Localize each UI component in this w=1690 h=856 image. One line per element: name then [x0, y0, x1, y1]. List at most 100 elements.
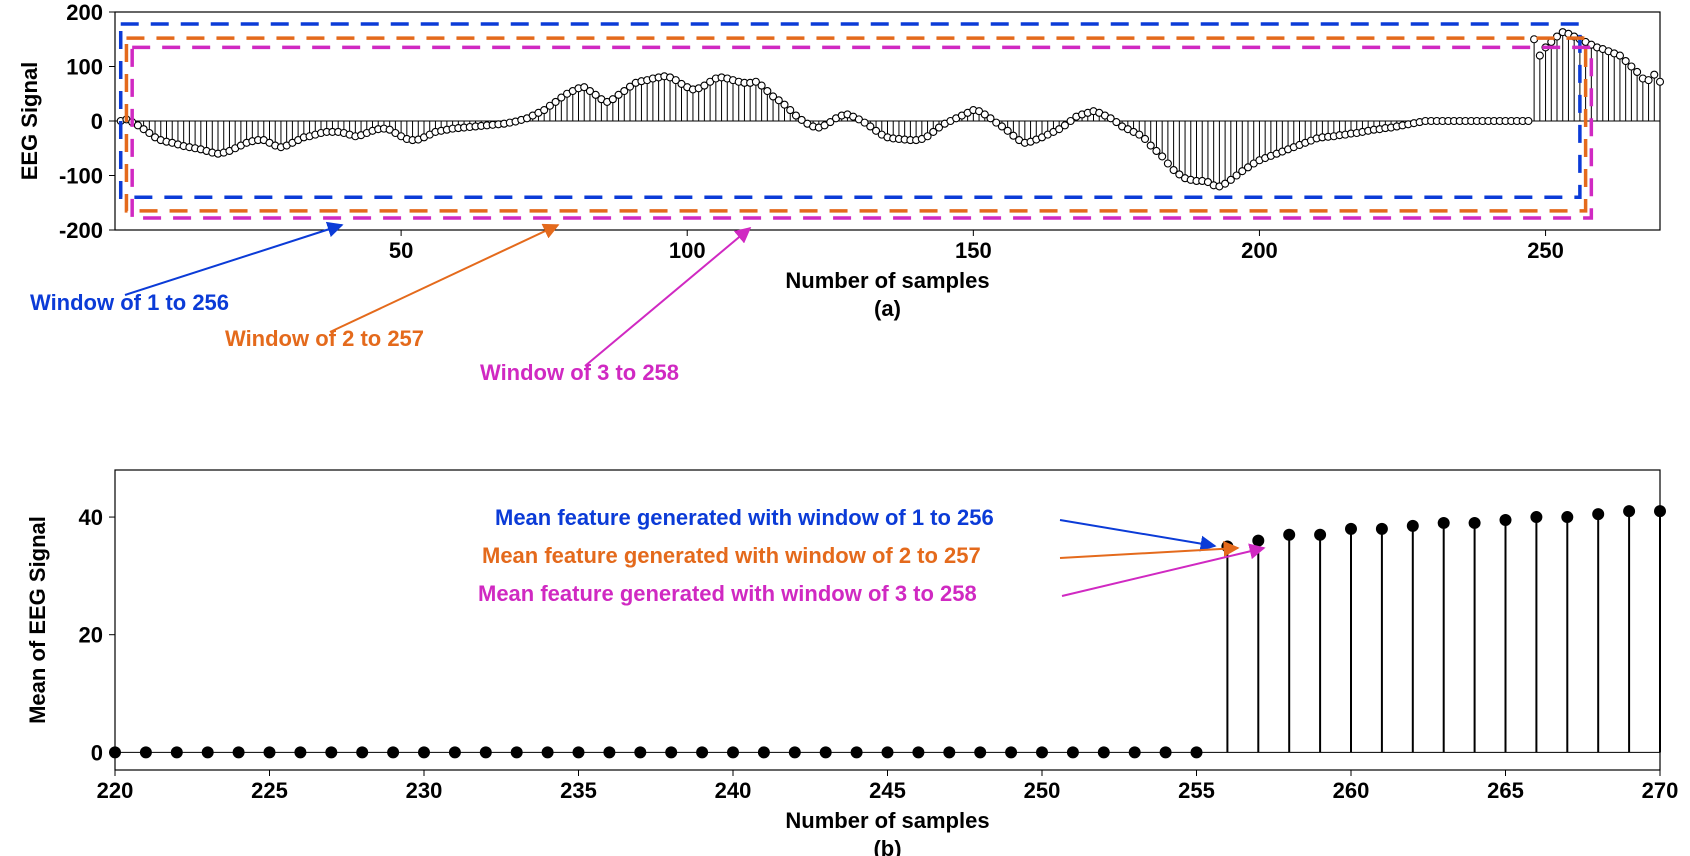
panel-a-stems — [121, 32, 1660, 186]
stem-marker — [1098, 747, 1109, 758]
stem-marker — [1634, 68, 1641, 75]
xtick-label: 235 — [560, 778, 597, 803]
stem-marker — [1645, 77, 1652, 84]
xtick-label: 250 — [1527, 238, 1564, 263]
win-1-256-box — [121, 24, 1580, 197]
stem-marker — [944, 747, 955, 758]
stem-marker — [789, 747, 800, 758]
stem-marker — [697, 747, 708, 758]
stem-marker — [357, 747, 368, 758]
stem-marker — [1164, 160, 1171, 167]
stem-marker — [1469, 517, 1480, 528]
stem-marker — [604, 747, 615, 758]
stem-marker — [1315, 529, 1326, 540]
xtick-label: 230 — [406, 778, 443, 803]
ann-2-arrow — [1060, 548, 1238, 558]
xtick-label: 220 — [97, 778, 134, 803]
ytick-label: 200 — [66, 0, 103, 25]
ann-1-arrow — [1060, 520, 1215, 546]
ytick-label: 20 — [79, 623, 103, 648]
panel-a-xlabel: Number of samples — [785, 268, 989, 293]
figure-svg: 50100150200250-200-1000100200Number of s… — [0, 0, 1690, 856]
stem-marker — [1628, 63, 1635, 70]
stem-marker — [171, 747, 182, 758]
xtick-label: 250 — [1024, 778, 1061, 803]
stem-marker — [1006, 747, 1017, 758]
win-1-256-arrow — [125, 225, 342, 295]
stem-marker — [573, 747, 584, 758]
stem-marker — [1562, 512, 1573, 523]
stem-marker — [1222, 541, 1233, 552]
stem-marker — [1191, 747, 1202, 758]
stem-marker — [764, 88, 771, 95]
stem-marker — [1004, 127, 1011, 134]
stem-marker — [1655, 506, 1666, 517]
xtick-label: 100 — [669, 238, 706, 263]
stem-marker — [1622, 58, 1629, 65]
stem-marker — [635, 747, 646, 758]
stem-marker — [202, 747, 213, 758]
win-2-257-arrow — [330, 225, 558, 332]
xtick-label: 200 — [1241, 238, 1278, 263]
figure-root: 50100150200250-200-1000100200Number of s… — [0, 0, 1690, 856]
panel-a-markers — [117, 29, 1663, 190]
stem-marker — [1147, 142, 1154, 149]
stem-marker — [326, 747, 337, 758]
stem-marker — [140, 747, 151, 758]
stem-marker — [264, 747, 275, 758]
panel-b-xlabel: Number of samples — [785, 808, 989, 833]
stem-marker — [1253, 535, 1264, 546]
xtick-label: 50 — [389, 238, 413, 263]
stem-marker — [480, 747, 491, 758]
panel-b-ylabel: Mean of EEG Signal — [25, 516, 50, 724]
stem-marker — [781, 101, 788, 108]
stem-marker — [758, 747, 769, 758]
stem-marker — [542, 747, 553, 758]
stem-marker — [728, 747, 739, 758]
ann-1-label: Mean feature generated with window of 1 … — [495, 505, 994, 530]
stem-marker — [1593, 509, 1604, 520]
stem-marker — [1159, 153, 1166, 160]
stem-marker — [1284, 529, 1295, 540]
stem-marker — [666, 747, 677, 758]
ytick-label: 100 — [66, 55, 103, 80]
xtick-label: 225 — [251, 778, 288, 803]
xtick-label: 270 — [1642, 778, 1679, 803]
ytick-label: 0 — [91, 109, 103, 134]
ytick-label: -100 — [59, 164, 103, 189]
stem-marker — [787, 107, 794, 114]
stem-marker — [1153, 147, 1160, 154]
stem-marker — [1142, 135, 1149, 142]
panel-a-ylabel: EEG Signal — [17, 62, 42, 181]
stem-marker — [758, 82, 765, 89]
stem-marker — [1037, 747, 1048, 758]
stem-marker — [1160, 747, 1171, 758]
stem-marker — [1624, 506, 1635, 517]
stem-marker — [1525, 118, 1532, 125]
ytick-label: 0 — [91, 740, 103, 765]
stem-marker — [975, 747, 986, 758]
win-2-257-label: Window of 2 to 257 — [225, 326, 424, 351]
stem-marker — [913, 747, 924, 758]
stem-marker — [820, 747, 831, 758]
stem-marker — [1067, 747, 1078, 758]
stem-marker — [1346, 523, 1357, 534]
stem-marker — [295, 747, 306, 758]
xtick-label: 245 — [869, 778, 906, 803]
xtick-label: 240 — [715, 778, 752, 803]
stem-marker — [419, 747, 430, 758]
panel-b-caption: (b) — [873, 836, 901, 856]
stem-marker — [1651, 71, 1658, 78]
win-3-258-label: Window of 3 to 258 — [480, 360, 679, 385]
ann-3-label: Mean feature generated with window of 3 … — [478, 581, 977, 606]
stem-marker — [882, 747, 893, 758]
stem-marker — [1500, 515, 1511, 526]
stem-marker — [851, 747, 862, 758]
stem-marker — [449, 747, 460, 758]
stem-marker — [1657, 78, 1664, 85]
stem-marker — [1616, 52, 1623, 59]
ytick-label: -200 — [59, 218, 103, 243]
ytick-label: 40 — [79, 505, 103, 530]
win-3-258-arrow — [585, 228, 750, 366]
stem-marker — [1531, 512, 1542, 523]
